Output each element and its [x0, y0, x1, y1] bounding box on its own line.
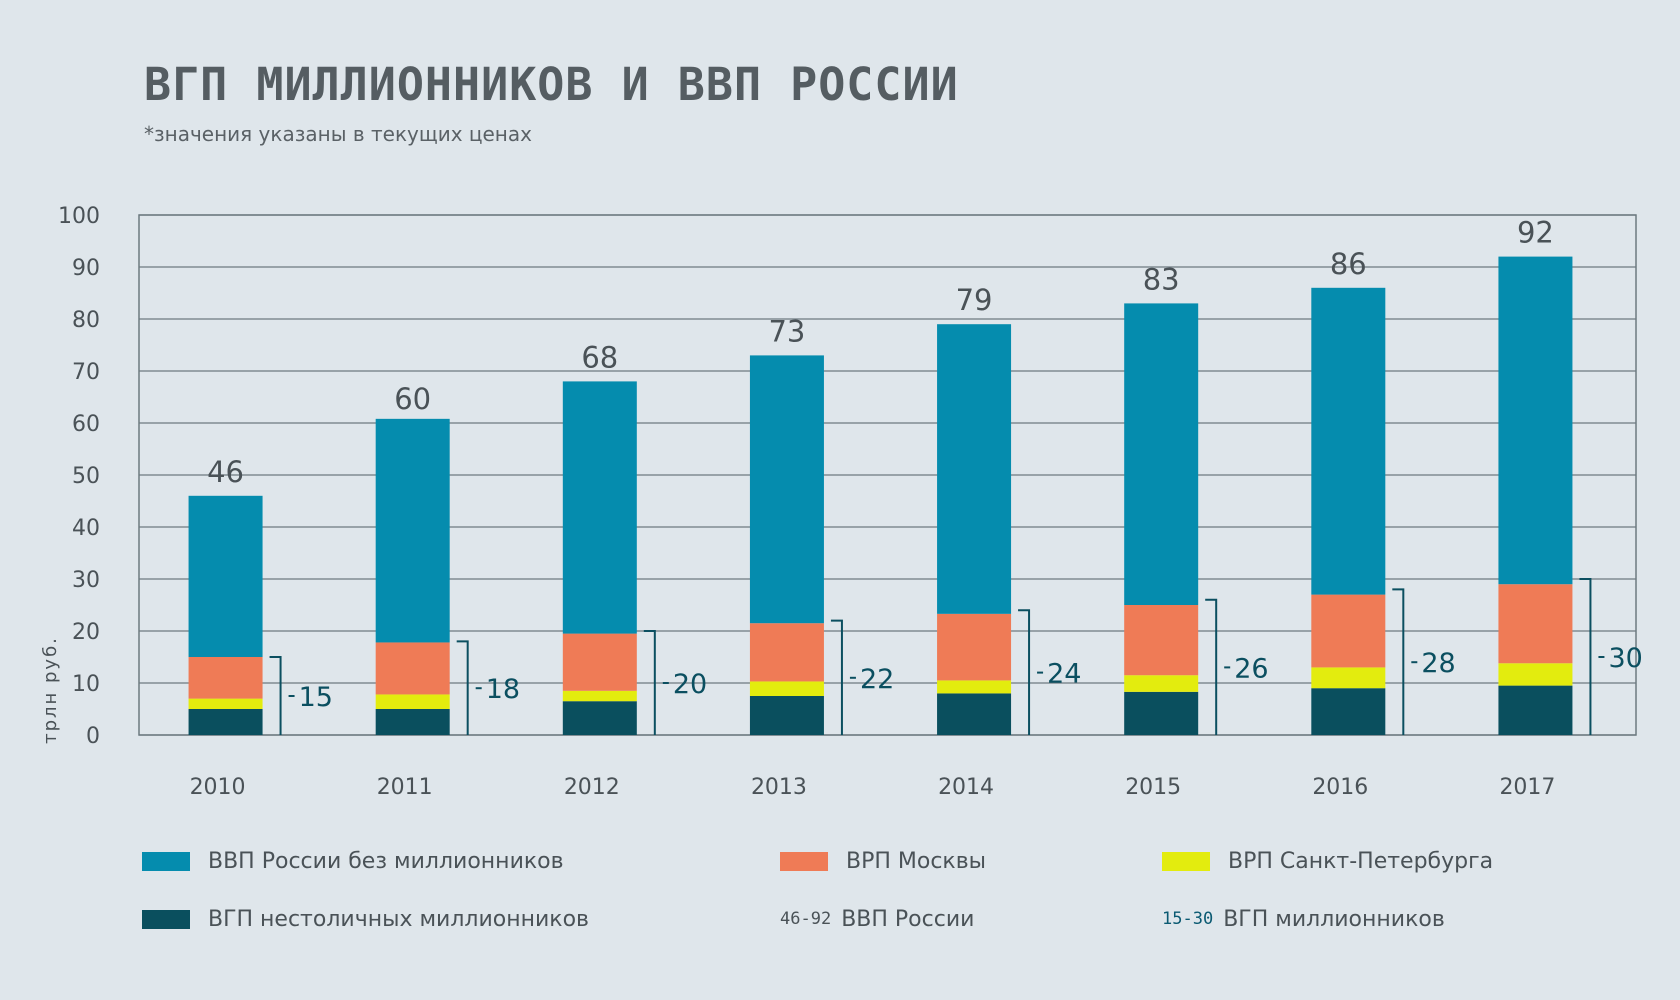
- y-tick-label: 50: [72, 464, 100, 489]
- bracket: [643, 630, 656, 735]
- bracket-value-label: 24: [1047, 659, 1081, 690]
- legend-item-russia-gdp-without-millionaires: ВВП России без миллионников: [142, 846, 564, 876]
- bracket-value-label: 20: [673, 669, 707, 700]
- bar-segment: [1311, 688, 1386, 735]
- bar-segment: [749, 623, 824, 682]
- legend-swatch: [1162, 851, 1210, 871]
- bar-segment: [749, 681, 824, 696]
- x-tick-label: 2015: [1125, 775, 1181, 800]
- bar-total-label: 68: [581, 340, 618, 374]
- bar-segment: [937, 693, 1012, 735]
- chart-subtitle: *значения указаны в текущих ценах: [144, 122, 532, 146]
- bar-segment: [749, 696, 824, 735]
- legend-label: ВРП Санкт-Петербурга: [1228, 848, 1494, 874]
- chart-title: ВГП МИЛЛИОННИКОВ И ВВП РОССИИ: [144, 58, 959, 111]
- bracket: [1579, 578, 1592, 735]
- bar-segment: [562, 701, 637, 735]
- bar-total-label: 46: [207, 455, 244, 489]
- legend-item-spb-grp: ВРП Санкт-Петербурга: [1162, 846, 1493, 876]
- bar-segment: [562, 381, 637, 634]
- bar-segment: [375, 642, 450, 695]
- y-tick-label: 90: [72, 256, 100, 281]
- bar-segment: [188, 709, 263, 735]
- bracket-value-label: 18: [486, 674, 520, 705]
- bar-segment: [749, 355, 824, 624]
- bar-segment: [1498, 663, 1573, 686]
- bar-segment: [937, 324, 1012, 614]
- bar-segment: [1124, 303, 1199, 605]
- bracket: [1205, 598, 1218, 735]
- stacked-bar-chart: 0 10 20 30 40 50 60 70 80 90 100 трлн руб. 46 15 2010 6…: [40, 204, 1643, 800]
- bar-segment: [1311, 594, 1386, 668]
- bar-segment: [1311, 667, 1386, 689]
- x-tick-label: 2014: [938, 775, 994, 800]
- bar-segment: [1498, 584, 1573, 664]
- bar-segment: [562, 633, 637, 691]
- bar-segment: [1124, 605, 1199, 676]
- legend-swatch: [780, 851, 828, 871]
- bar-segment: [937, 613, 1012, 681]
- legend-swatch: [142, 851, 190, 871]
- bar-segment: [1498, 685, 1573, 735]
- bracket-value-label: 15: [299, 682, 333, 713]
- bracket-value-label: 28: [1421, 648, 1455, 679]
- x-tick-label: 2013: [751, 775, 807, 800]
- bar-total-label: 92: [1517, 216, 1554, 250]
- legend-swatch-text: 15-30: [1162, 909, 1214, 929]
- bracket-value-label: 30: [1608, 643, 1642, 674]
- y-tick-label: 80: [72, 308, 100, 333]
- legend-label: ВРП Москвы: [846, 848, 987, 874]
- y-tick-label: 0: [86, 724, 100, 749]
- bracket: [830, 619, 843, 735]
- bracket: [456, 640, 469, 735]
- y-axis-label: трлн руб.: [40, 636, 61, 744]
- bar-total-label: 83: [1143, 262, 1180, 296]
- x-tick-label: 2010: [190, 775, 246, 800]
- bar-segment: [1124, 675, 1199, 692]
- bar-total-label: 73: [768, 314, 805, 348]
- legend-label: ВГП нестоличных миллионников: [208, 906, 590, 932]
- y-tick-label: 100: [58, 204, 100, 229]
- legend-label: ВГП миллионников: [1223, 906, 1445, 932]
- x-tick-label: 2016: [1312, 775, 1368, 800]
- legend: ВВП России без миллионников ВРП Москвы В…: [142, 846, 1542, 966]
- bar-total-label: 60: [394, 382, 431, 416]
- x-tick-label: 2011: [377, 775, 433, 800]
- bar-segment: [375, 709, 450, 735]
- bracket: [1392, 588, 1405, 735]
- legend-label: ВВП России без миллионников: [208, 848, 564, 874]
- bar-segment: [188, 657, 263, 699]
- y-tick-label: 20: [72, 620, 100, 645]
- bar-segment: [375, 418, 450, 643]
- bracket: [269, 656, 282, 735]
- y-tick-label: 70: [72, 360, 100, 385]
- bar-segment: [375, 694, 450, 709]
- bracket: [1018, 609, 1031, 735]
- bar-segment: [562, 690, 637, 702]
- bar-segment: [1124, 691, 1199, 735]
- bar-total-label: 86: [1330, 247, 1367, 281]
- bar-segment: [188, 698, 263, 709]
- bracket-value-label: 26: [1234, 653, 1268, 684]
- legend-item-russia-gdp-total: 46-92 ВВП России: [780, 904, 974, 934]
- y-tick-label: 40: [72, 516, 100, 541]
- legend-label: ВВП России: [841, 906, 975, 932]
- bar-segment: [188, 495, 263, 657]
- bar-total-label: 79: [956, 283, 993, 317]
- bar-segment: [1311, 287, 1386, 595]
- bar-segment: [937, 680, 1012, 694]
- x-tick-label: 2017: [1499, 775, 1555, 800]
- bar-segment: [1498, 256, 1573, 585]
- legend-item-moscow-grp: ВРП Москвы: [780, 846, 986, 876]
- y-tick-label: 60: [72, 412, 100, 437]
- y-tick-label: 30: [72, 568, 100, 593]
- x-tick-label: 2012: [564, 775, 620, 800]
- legend-swatch-text: 46-92: [780, 909, 832, 929]
- y-tick-label: 10: [72, 672, 100, 697]
- bracket-value-label: 22: [860, 664, 894, 695]
- legend-item-millionaires-total: 15-30 ВГП миллионников: [1162, 904, 1445, 934]
- legend-swatch: [142, 909, 190, 929]
- legend-item-nonmetro-millionaires: ВГП нестоличных миллионников: [142, 904, 589, 934]
